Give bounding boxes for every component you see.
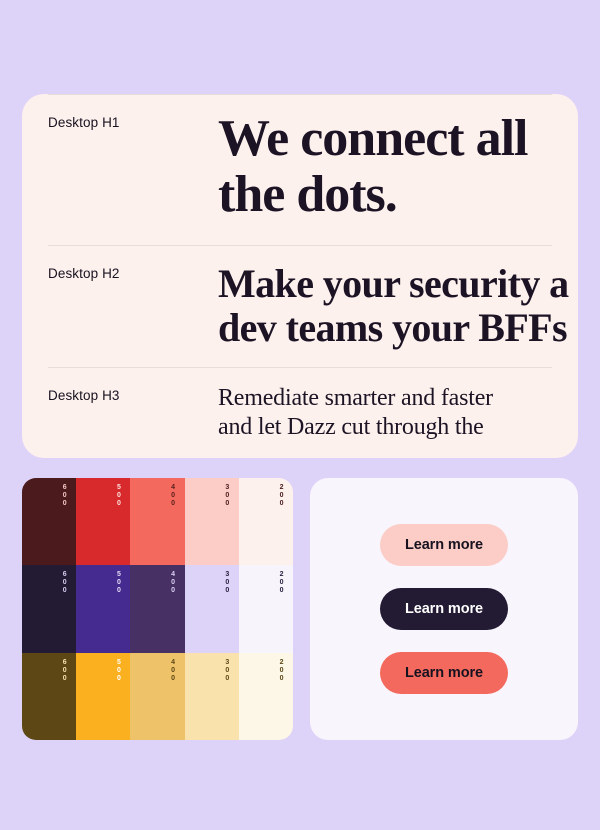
swatch-label-red-600: 600 [61, 484, 69, 508]
swatch-row-red: 600 500 400 300 200 [22, 478, 293, 566]
color-swatch-panel: 600 500 400 300 200 600 500 400 300 200 600 500 400 3… [22, 478, 293, 740]
swatch-purple-600[interactable]: 600 [22, 565, 77, 653]
swatch-label-yellow-300: 300 [223, 658, 231, 683]
swatch-red-600[interactable]: 600 [22, 478, 77, 566]
swatch-label-purple-200: 200 [278, 571, 286, 596]
learn-more-button-coral[interactable]: Learn more [380, 652, 508, 694]
typography-sample-h1-line2: the dots. [218, 166, 398, 224]
typography-sample-h3-line2: and let Dazz cut through the [218, 413, 484, 440]
typography-sample-h3: Remediate smarter and faster and let Daz… [218, 384, 552, 443]
typography-label-h3: Desktop H3 [48, 387, 120, 403]
swatch-label-red-500: 500 [115, 484, 123, 508]
swatch-purple-300[interactable]: 300 [184, 565, 239, 653]
swatch-label-purple-300: 300 [223, 571, 231, 596]
swatch-label-red-400: 400 [169, 484, 177, 508]
swatch-label-yellow-200: 200 [278, 658, 286, 683]
typography-sample-h2-line1: Make your security a [218, 261, 569, 307]
typography-sample-h2: Make your security a dev teams your BFFs [218, 262, 569, 348]
swatch-label-yellow-500: 500 [115, 658, 123, 683]
typography-sample-h3-line1: Remediate smarter and faster [218, 384, 493, 411]
learn-more-button-dark[interactable]: Learn more [380, 588, 508, 630]
swatch-label-purple-400: 400 [169, 571, 177, 596]
swatch-red-400[interactable]: 400 [130, 478, 185, 566]
typography-label-h1: Desktop H1 [48, 115, 120, 130]
button-specimen-panel: Learn more Learn more Learn more [310, 478, 578, 740]
swatch-yellow-200[interactable]: 200 [238, 652, 293, 740]
swatch-yellow-600[interactable]: 600 [22, 652, 77, 740]
swatch-row-purple: 600 500 400 300 200 [22, 565, 293, 653]
swatch-purple-400[interactable]: 400 [130, 565, 185, 653]
swatch-red-500[interactable]: 500 [76, 478, 131, 566]
swatch-purple-500[interactable]: 500 [76, 565, 131, 653]
typography-row-h1: Desktop H1 We connect all the dots. [48, 94, 552, 223]
swatch-red-200[interactable]: 200 [238, 478, 293, 566]
typography-card: Desktop H1 We connect all the dots. Desk… [22, 94, 578, 458]
swatch-label-yellow-400: 400 [169, 658, 177, 683]
swatch-purple-200[interactable]: 200 [238, 565, 293, 653]
swatch-red-300[interactable]: 300 [184, 478, 239, 566]
swatch-label-yellow-600: 600 [61, 658, 69, 683]
swatch-yellow-300[interactable]: 300 [184, 652, 239, 740]
typography-row-h2: Desktop H2 Make your security a dev team… [48, 245, 569, 349]
typography-row-h3: Desktop H3 Remediate smarter and faster … [48, 366, 552, 443]
swatch-row-yellow: 600 500 400 300 200 [22, 652, 293, 740]
typography-sample-h2-line2: dev teams your BFFs [218, 304, 568, 350]
swatch-label-purple-600: 600 [61, 571, 69, 596]
swatch-yellow-500[interactable]: 500 [76, 652, 131, 740]
swatch-label-purple-500: 500 [115, 571, 123, 596]
typography-label-h2: Desktop H2 [48, 266, 120, 282]
typography-sample-h1: We connect all the dots. [218, 110, 552, 224]
typography-sample-h1-line1: We connect all [218, 110, 529, 167]
swatch-yellow-400[interactable]: 400 [130, 652, 185, 740]
learn-more-button-light-pink[interactable]: Learn more [380, 524, 508, 566]
swatch-label-red-200: 200 [278, 484, 286, 508]
swatch-label-red-300: 300 [223, 484, 231, 508]
